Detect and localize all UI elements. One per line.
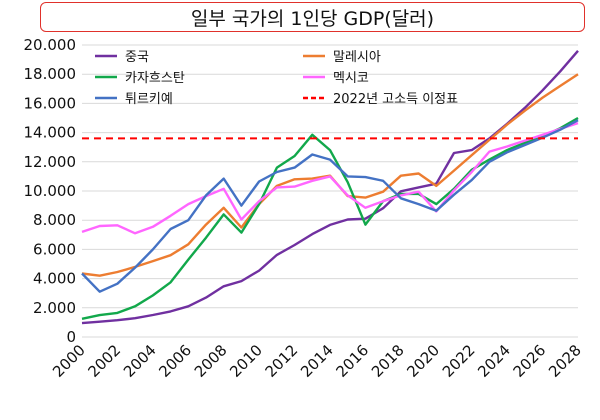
- series-line: [81, 121, 579, 235]
- x-tick-label: 2010: [226, 341, 266, 381]
- series-line: [81, 119, 579, 293]
- legend-label: 중국: [125, 50, 149, 65]
- x-tick-label: 2004: [120, 341, 160, 381]
- y-tick-label: 16.000: [24, 94, 77, 112]
- y-tick-label: 2.000: [33, 299, 76, 317]
- y-tick-label: 14.000: [24, 124, 77, 142]
- x-axis-ticks: 2000200220042006200820102012201420162018…: [49, 341, 585, 381]
- x-tick-label: 2022: [439, 341, 479, 381]
- x-tick-label: 2008: [191, 341, 231, 381]
- y-tick-label: 20.000: [24, 36, 77, 54]
- x-tick-label: 2018: [368, 341, 408, 381]
- y-tick-label: 10.000: [24, 182, 77, 200]
- legend-label: 멕시코: [333, 71, 369, 86]
- legend-label: 튀르키예: [125, 92, 173, 107]
- x-tick-label: 2024: [474, 341, 514, 381]
- y-tick-label: 6.000: [33, 240, 76, 258]
- y-axis-ticks: 0 2.000 4.000 6.000 8.000 10.000 12.000 14.000 1…: [24, 36, 77, 346]
- x-tick-label: 2012: [262, 341, 302, 381]
- y-tick-label: 12.000: [24, 153, 77, 171]
- y-tick-label: 0: [66, 328, 76, 346]
- x-tick-label: 2014: [297, 341, 337, 381]
- legend-label: 2022년 고소득 이정표: [333, 92, 458, 107]
- chart-title: 일부 국가의 1인당 GDP(달러): [40, 2, 585, 32]
- series-line: [81, 116, 579, 320]
- series-lines: [81, 50, 579, 325]
- x-tick-label: 2016: [333, 341, 373, 381]
- x-tick-label: 2000: [49, 341, 89, 381]
- x-tick-label: 2020: [403, 341, 443, 381]
- y-tick-label: 18.000: [24, 65, 77, 83]
- y-tick-label: 8.000: [33, 211, 76, 229]
- x-tick-label: 2006: [155, 341, 195, 381]
- x-tick-label: 2002: [85, 341, 125, 381]
- x-tick-label: 2026: [510, 341, 550, 381]
- legend-label: 카자흐스탄: [125, 71, 185, 86]
- legend-label: 말레시아: [333, 50, 381, 65]
- y-tick-label: 4.000: [33, 270, 76, 288]
- x-tick-label: 2028: [545, 341, 585, 381]
